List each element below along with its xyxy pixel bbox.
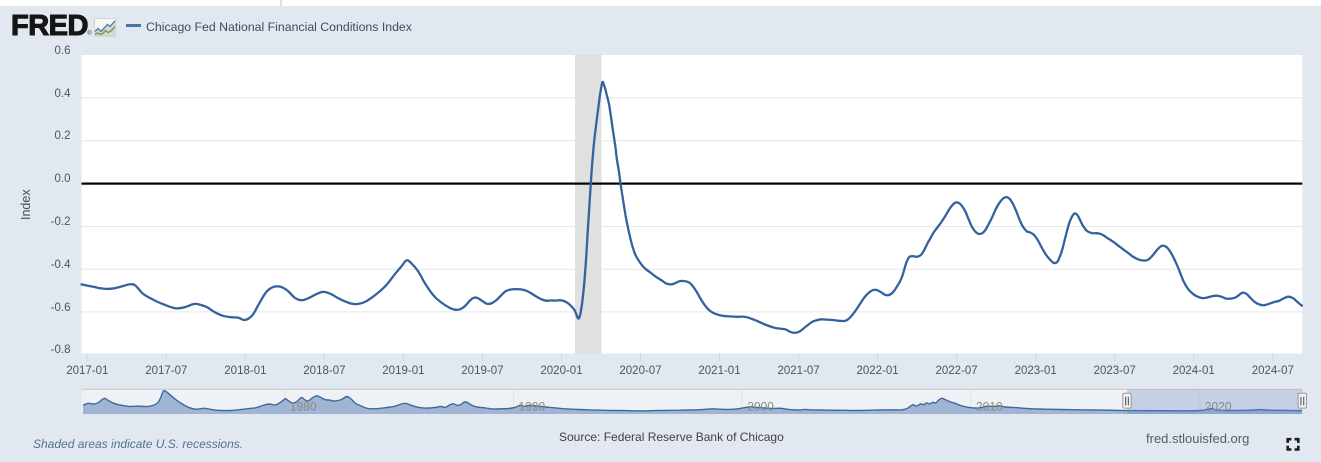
svg-text:1980: 1980 (290, 400, 317, 414)
svg-text:2000: 2000 (747, 400, 774, 414)
svg-text:1990: 1990 (519, 400, 546, 414)
svg-text:2020: 2020 (1205, 400, 1232, 414)
svg-text:2010: 2010 (976, 400, 1003, 414)
